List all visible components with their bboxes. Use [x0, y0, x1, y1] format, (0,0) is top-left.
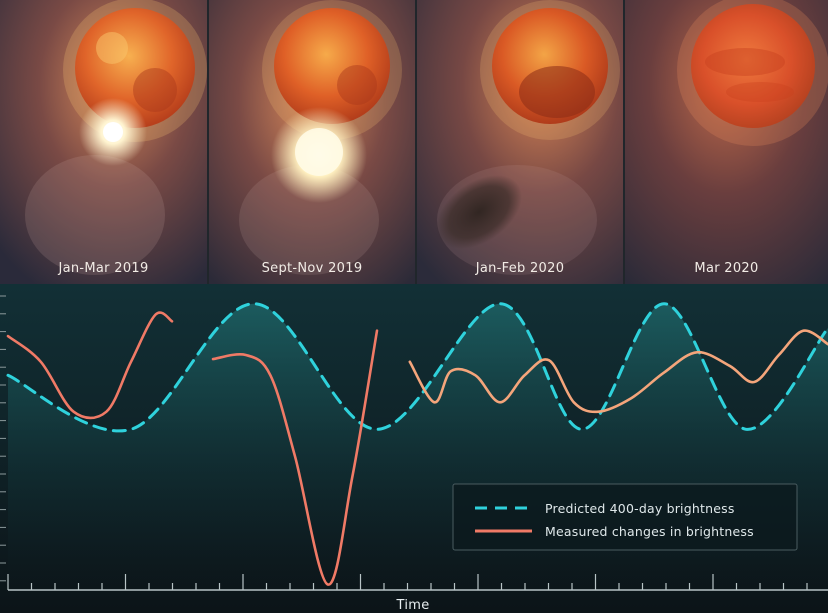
legend-box [452, 483, 798, 551]
panel-divider [415, 0, 417, 284]
measured-brightness-segment-1 [6, 311, 174, 420]
star-illustration-4 [625, 0, 828, 284]
panel-label: Mar 2020 [694, 261, 759, 276]
panel-divider [207, 0, 209, 284]
x-axis-label: Time [395, 598, 429, 613]
legend: Predicted 400-day brightness Measured ch… [452, 483, 798, 551]
legend-predicted-label: Predicted 400-day brightness [545, 501, 735, 516]
panel-label: Jan-Mar 2019 [58, 261, 149, 276]
measured-brightness-segment-2 [211, 329, 379, 586]
star-panels: Jan-Mar 2019 [0, 0, 828, 284]
panel-divider [623, 0, 625, 284]
predicted-brightness-line [6, 302, 828, 433]
measured-brightness-segment-3 [408, 329, 828, 414]
panel-label: Sept-Nov 2019 [261, 261, 363, 276]
panel-mar-2020: Mar 2020 [625, 0, 828, 284]
panel-sept-nov-2019: Sept-Nov 2019 [209, 0, 415, 284]
star-illustration-3 [417, 0, 623, 284]
panel-jan-mar-2019: Jan-Mar 2019 [0, 0, 207, 284]
panel-jan-feb-2020: Jan-Feb 2020 [417, 0, 623, 284]
star-illustration-1 [0, 0, 207, 284]
panel-label: Jan-Feb 2020 [475, 261, 565, 276]
star-illustration-2 [209, 0, 415, 284]
brightness-chart: Predicted 400-day brightness Measured ch… [0, 284, 828, 613]
legend-measured-label: Measured changes in brightness [545, 524, 754, 539]
brightness-chart-svg: Predicted 400-day brightness Measured ch… [0, 284, 828, 613]
